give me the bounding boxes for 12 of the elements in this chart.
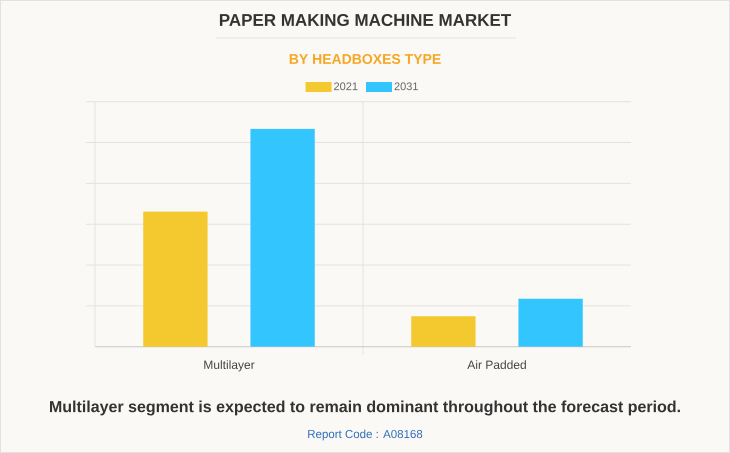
text: Multilayer segment is expected to remain dominant throughout the forecast period.: [50, 400, 680, 416]
x-tick-label: Multilayer: [204, 360, 254, 372]
chart-subtitle: BY HEADBOXES TYPE: [290, 54, 441, 64]
bar: [143, 212, 208, 347]
bar: [411, 316, 476, 347]
chart-title: PAPER MAKING MACHINE MARKET: [220, 14, 512, 26]
x-tick-label: Air Padded: [467, 360, 526, 370]
bar: [250, 128, 315, 347]
legend-label: 2021: [334, 82, 358, 90]
legend-label: 2031: [394, 82, 418, 90]
bar: [518, 298, 583, 347]
text: Report Code : A08168: [308, 430, 422, 440]
